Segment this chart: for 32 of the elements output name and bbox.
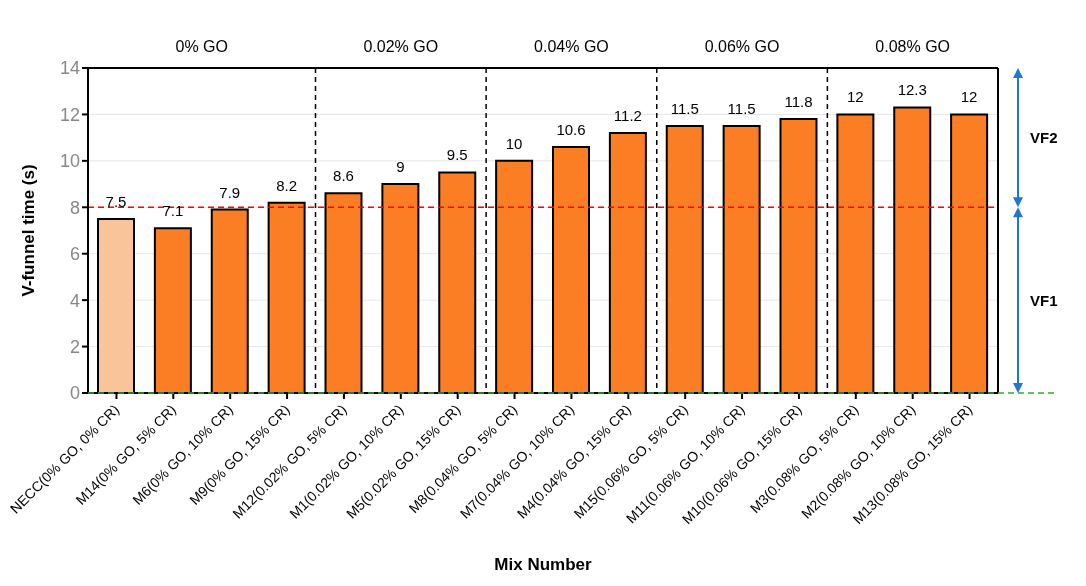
text: VF2 — [1030, 129, 1058, 147]
text: 0.02% GO — [363, 38, 439, 55]
y-tick-label: 0 — [69, 383, 80, 404]
text: 0.04% GO — [534, 38, 609, 55]
data-label: 8.2 — [276, 176, 298, 194]
data-label: 11.5 — [670, 100, 699, 118]
y-tick-label: 8 — [69, 197, 80, 218]
data-label: 12 — [960, 88, 978, 106]
data-label: 9.5 — [446, 146, 468, 164]
data-label: 10.6 — [556, 120, 586, 138]
data-label: 9 — [396, 158, 405, 176]
y-tick-label: 12 — [59, 104, 80, 125]
data-label: 11.8 — [784, 93, 813, 111]
y-axis-title: V-funnel time (s) — [19, 164, 39, 297]
data-label: 8.6 — [333, 167, 354, 185]
y-tick-label: 2 — [69, 336, 80, 357]
data-label: 7.5 — [105, 192, 127, 210]
text: 0% GO — [175, 38, 228, 55]
text: 0.06% GO — [704, 38, 780, 55]
text: VF1 — [1030, 291, 1058, 309]
y-tick-label: 14 — [59, 58, 80, 79]
text: 0.08% GO — [875, 38, 951, 55]
data-label: 7.9 — [219, 183, 241, 201]
y-tick-label: 10 — [59, 151, 80, 172]
data-label: 12.3 — [897, 81, 927, 99]
y-tick-label: 4 — [69, 290, 80, 311]
data-label: 11.5 — [727, 100, 756, 118]
x-axis-title: Mix Number — [494, 555, 593, 574]
y-tick-label: 6 — [69, 244, 80, 265]
data-label: 12 — [847, 88, 864, 106]
data-label: 10 — [505, 134, 523, 152]
data-label: 11.2 — [613, 107, 642, 124]
